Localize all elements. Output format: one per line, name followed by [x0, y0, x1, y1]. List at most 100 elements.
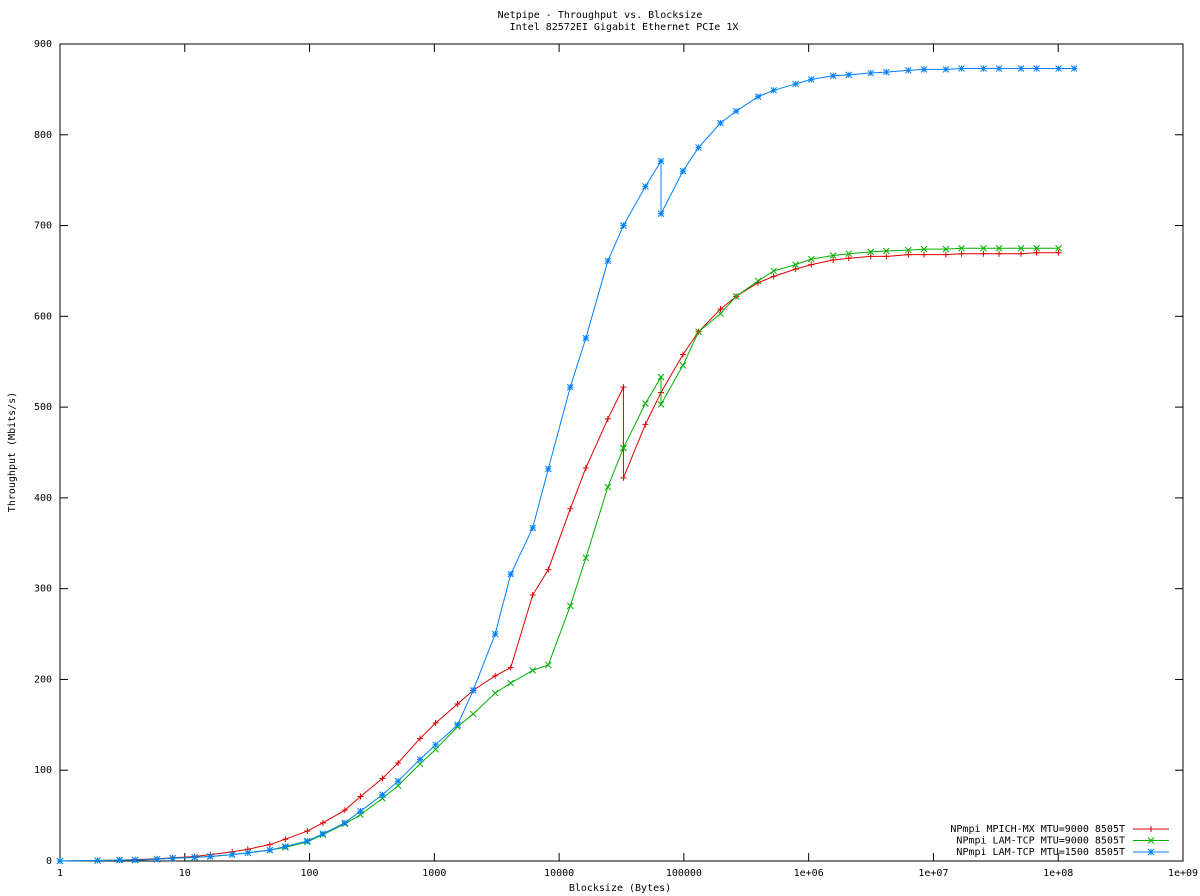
- data-point: [507, 570, 515, 578]
- x-tick-label: 10: [179, 868, 191, 879]
- data-point: [883, 253, 890, 260]
- data-point: [1033, 249, 1040, 256]
- data-point: [319, 819, 326, 826]
- data-point: [958, 250, 965, 257]
- data-point: [996, 250, 1003, 257]
- data-point: [845, 71, 853, 79]
- data-point: [153, 855, 161, 863]
- x-tick-label: 1e+09: [1168, 868, 1198, 879]
- data-point: [867, 69, 875, 77]
- data-point: [657, 210, 665, 218]
- data-point: [732, 107, 740, 115]
- data-point: [942, 245, 950, 253]
- data-point: [529, 592, 536, 599]
- data-point: [432, 741, 439, 749]
- data-point: [116, 856, 123, 864]
- data-point: [56, 857, 64, 865]
- data-point: [545, 566, 552, 573]
- data-point: [566, 602, 574, 610]
- data-point: [679, 167, 687, 175]
- data-point: [980, 250, 987, 257]
- data-point: [469, 710, 477, 718]
- data-point: [770, 267, 778, 275]
- data-point: [980, 65, 987, 72]
- data-point: [904, 66, 912, 74]
- data-point: [582, 464, 589, 471]
- data-point: [829, 252, 837, 259]
- data-point: [228, 851, 236, 858]
- data-point: [417, 735, 424, 742]
- data-point: [266, 841, 273, 848]
- data-point: [754, 93, 762, 101]
- data-point: [958, 65, 965, 72]
- data-point: [942, 66, 950, 73]
- data-point: [717, 119, 724, 127]
- data-point: [379, 791, 386, 799]
- legend-label: NPmpi LAM-TCP MTU=9000 8505T: [956, 836, 1125, 847]
- data-point: [131, 856, 139, 864]
- y-tick-label: 200: [34, 674, 52, 685]
- data-point: [1017, 244, 1025, 252]
- data-point: [830, 257, 837, 264]
- x-tick-label: 100000: [666, 868, 702, 879]
- data-point: [807, 76, 815, 83]
- data-point: [492, 672, 499, 679]
- data-point: [191, 854, 199, 861]
- data-point: [303, 837, 311, 845]
- data-point: [770, 86, 778, 94]
- data-point: [206, 853, 214, 860]
- data-point: [642, 400, 649, 407]
- data-point: [695, 328, 702, 336]
- series-line: [59, 252, 1059, 862]
- chart-title: Netpipe - Throughput vs. Blocksize: [498, 10, 703, 21]
- data-point: [808, 261, 815, 268]
- data-point: [958, 244, 965, 252]
- data-point: [845, 250, 853, 258]
- y-tick-label: 400: [34, 493, 52, 504]
- data-point: [454, 700, 461, 707]
- x-axis-label: Blocksize (Bytes): [569, 883, 671, 894]
- data-point: [620, 384, 627, 391]
- series-line: [59, 247, 1059, 862]
- y-axis-label: Throughput (Mbits/s): [7, 392, 18, 512]
- x-tick-label: 10000: [544, 868, 574, 879]
- data-point: [566, 383, 574, 391]
- data-point: [357, 807, 364, 815]
- data-point: [544, 661, 552, 669]
- data-point: [717, 306, 724, 313]
- data-point: [792, 80, 800, 88]
- data-point: [604, 415, 611, 422]
- data-point: [282, 836, 289, 843]
- data-point: [469, 686, 477, 694]
- y-tick-label: 800: [34, 130, 52, 141]
- data-point: [807, 255, 815, 263]
- data-point: [920, 251, 927, 258]
- data-point: [657, 373, 665, 381]
- plot-frame: [59, 43, 1184, 862]
- data-point: [642, 183, 649, 190]
- data-point: [1033, 244, 1040, 252]
- data-point: [266, 846, 274, 854]
- data-point: [754, 277, 762, 285]
- y-tick-label: 0: [46, 856, 52, 867]
- data-point: [491, 630, 499, 638]
- data-point: [792, 261, 800, 268]
- data-point: [304, 828, 311, 835]
- x-tick-label: 1: [57, 868, 63, 879]
- data-point: [883, 68, 890, 76]
- x-tick-label: 1e+08: [1043, 868, 1073, 879]
- data-point: [620, 222, 627, 229]
- data-point: [507, 679, 515, 687]
- data-point: [454, 721, 461, 729]
- data-point: [395, 759, 402, 766]
- legend-marker: [1147, 837, 1155, 844]
- data-point: [604, 257, 612, 265]
- data-point: [357, 793, 364, 800]
- data-point: [867, 253, 874, 260]
- data-point: [1033, 65, 1040, 72]
- data-point: [770, 273, 777, 280]
- data-point: [829, 72, 837, 80]
- data-point: [94, 857, 101, 864]
- data-point: [1018, 250, 1025, 257]
